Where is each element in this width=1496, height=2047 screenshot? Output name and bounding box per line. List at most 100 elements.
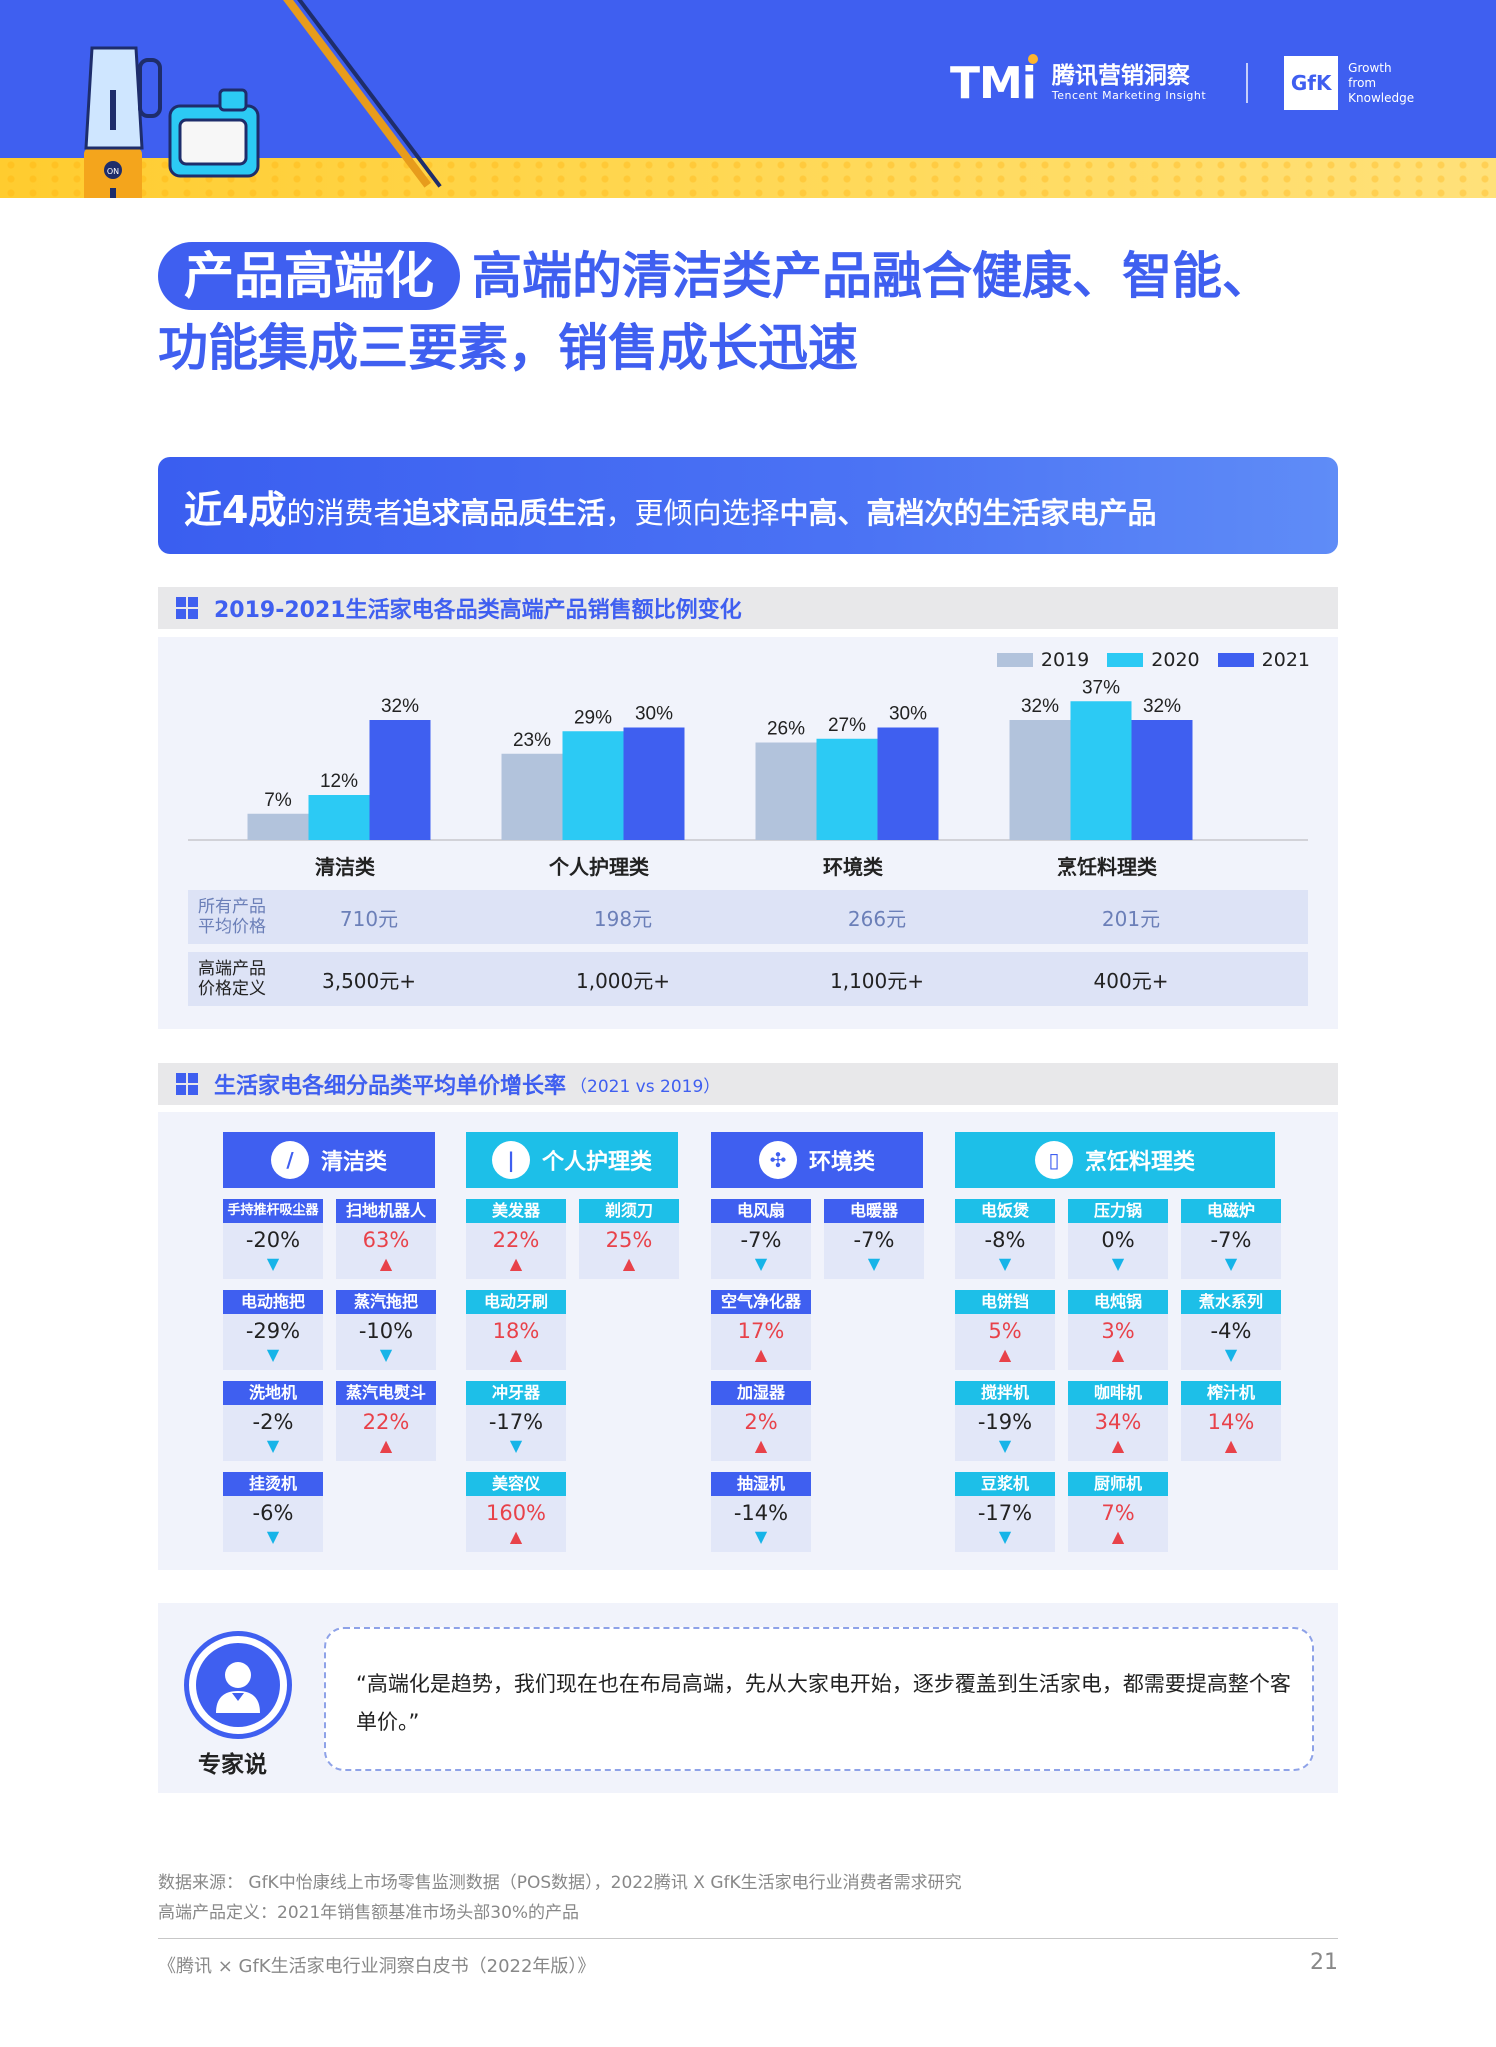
bar-chart: 7% 12% 32% 清洁类 23% 29% 30% 个人护理类 26% 27% 30% 环境类 32%… bbox=[188, 677, 1308, 879]
section-title-2: 生活家电各细分品类平均单价增长率 bbox=[214, 1074, 567, 1099]
growth-value: 7% bbox=[1101, 1501, 1135, 1525]
bar-data-label: 12% bbox=[320, 771, 358, 792]
section-title-1: 2019-2021生活家电各品类高端产品销售额比例变化 bbox=[214, 598, 742, 623]
bar-2020 bbox=[1070, 701, 1132, 840]
subcategory-cell: 咖啡机 34% ▲ bbox=[1068, 1381, 1168, 1461]
category-label: 清洁类 bbox=[315, 855, 375, 879]
section-header-2: 生活家电各细分品类平均单价增长率 （2021 vs 2019） bbox=[158, 1063, 1338, 1105]
subcategory-cell: 煮水系列 -4% ▼ bbox=[1181, 1290, 1281, 1370]
subcategory-name: 厨师机 bbox=[1068, 1472, 1168, 1496]
bar-2021 bbox=[1131, 720, 1193, 840]
subcategory-cell: 洗地机 -2% ▼ bbox=[223, 1381, 323, 1461]
bar-2020 bbox=[562, 731, 624, 840]
tmi-logo: TMi bbox=[950, 57, 1037, 109]
title-pill: 产品高端化 bbox=[158, 242, 460, 310]
grid-icon bbox=[176, 597, 198, 619]
appliance-illustration-icon: ON bbox=[84, 46, 260, 198]
bar-data-label: 37% bbox=[1082, 677, 1120, 698]
bar-data-label: 26% bbox=[767, 719, 805, 740]
arrow-up-icon: ▲ bbox=[1111, 1527, 1125, 1546]
subcategory-name: 扫地机器人 bbox=[336, 1199, 436, 1223]
subcategory-name: 挂烫机 bbox=[223, 1472, 323, 1496]
highlight-big: 近4成 bbox=[184, 488, 287, 532]
subcategory-cell: 加湿器 2% ▲ bbox=[711, 1381, 811, 1461]
subcategory-name: 抽湿机 bbox=[711, 1472, 811, 1496]
footer-divider bbox=[158, 1938, 1338, 1939]
arrow-down-icon: ▼ bbox=[867, 1254, 881, 1273]
growth-value: -6% bbox=[252, 1501, 294, 1525]
subcategory-cell: 压力锅 0% ▼ bbox=[1068, 1199, 1168, 1279]
growth-value: 22% bbox=[362, 1410, 410, 1434]
growth-value: -7% bbox=[1210, 1228, 1252, 1252]
growth-value: -10% bbox=[358, 1319, 414, 1343]
price-row-high-label: 高端产品 价格定义 bbox=[188, 959, 318, 999]
subcategory-cell: 电磁炉 -7% ▼ bbox=[1181, 1199, 1281, 1279]
expert-panel: 专家说 “高端化是趋势，我们现在也在布局高端，先从大家电开始，逐步覆盖到生活家电… bbox=[158, 1603, 1338, 1793]
legend-swatch-2021 bbox=[1217, 653, 1254, 667]
arrow-down-icon: ▼ bbox=[509, 1436, 523, 1455]
arrow-down-icon: ▼ bbox=[1111, 1254, 1125, 1273]
growth-value: -7% bbox=[853, 1228, 895, 1252]
subcategory-name: 压力锅 bbox=[1068, 1199, 1168, 1223]
expert-avatar bbox=[184, 1631, 292, 1739]
growth-value: 63% bbox=[362, 1228, 410, 1252]
bar-2019 bbox=[1009, 720, 1071, 840]
bar-2021 bbox=[369, 720, 431, 840]
footer-doc-title: 《腾讯 × GfK生活家电行业洞察白皮书（2022年版）》 bbox=[158, 1956, 596, 1977]
chart-panel: 2019 2020 2021 7% 12% 32% 清洁类 23% 29% 30% 个人护理类… bbox=[158, 637, 1338, 1029]
bar-data-label: 29% bbox=[574, 707, 612, 728]
price-avg-cell: 710元 bbox=[339, 906, 399, 931]
growth-value: -29% bbox=[245, 1319, 301, 1343]
price-row-avg: 所有产品 平均价格 710元 198元 266元 201元 bbox=[188, 890, 1308, 944]
subcategory-name: 蒸汽电熨斗 bbox=[336, 1381, 436, 1405]
group-header: ✣ 环境类 bbox=[711, 1132, 923, 1188]
highlight-banner: 近4成的消费者追求高品质生活，更倾向选择中高、高档次的生活家电产品 bbox=[158, 457, 1338, 554]
subcategory-cell: 扫地机器人 63% ▲ bbox=[336, 1199, 436, 1279]
arrow-up-icon: ▲ bbox=[379, 1254, 393, 1273]
growth-value: -19% bbox=[977, 1410, 1033, 1434]
growth-value: 18% bbox=[492, 1319, 540, 1343]
arrow-down-icon: ▼ bbox=[998, 1527, 1012, 1546]
group-header: / 清洁类 bbox=[223, 1132, 435, 1188]
growth-value: 160% bbox=[485, 1501, 547, 1525]
growth-value: -20% bbox=[245, 1228, 301, 1252]
arrow-up-icon: ▲ bbox=[998, 1345, 1012, 1364]
arrow-up-icon: ▲ bbox=[754, 1436, 768, 1455]
growth-value: -8% bbox=[984, 1228, 1026, 1252]
page-title: 产品高端化 高端的清洁类产品融合健康、智能、 功能集成三要素，销售成长迅速 bbox=[158, 240, 1398, 384]
subcategory-cell: 蒸汽拖把 -10% ▼ bbox=[336, 1290, 436, 1370]
legend-label-2020: 2020 bbox=[1151, 649, 1200, 671]
expert-quote: “高端化是趋势，我们现在也在布局高端，先从大家电开始，逐步覆盖到生活家电，都需要… bbox=[356, 1672, 1291, 1734]
subcategory-name: 豆浆机 bbox=[955, 1472, 1055, 1496]
page-number: 21 bbox=[1310, 1950, 1338, 1975]
highlight-t1: 的消费者 bbox=[286, 496, 403, 530]
bar-data-label: 30% bbox=[635, 704, 673, 725]
growth-value: 3% bbox=[1101, 1319, 1135, 1343]
subcategory-name: 冲牙器 bbox=[466, 1381, 566, 1405]
bar-2019 bbox=[501, 753, 563, 840]
subcategory-name: 美发器 bbox=[466, 1199, 566, 1223]
price-row-avg-label-1: 所有产品 bbox=[198, 897, 266, 917]
subcategory-cell: 电饭煲 -8% ▼ bbox=[955, 1199, 1055, 1279]
bar-data-label: 32% bbox=[1143, 696, 1181, 717]
subcategory-name: 蒸汽拖把 bbox=[336, 1290, 436, 1314]
tmi-en-name: Tencent Marketing Insight bbox=[1051, 89, 1207, 102]
group-name: 烹饪料理类 bbox=[1084, 1150, 1195, 1175]
group-name: 个人护理类 bbox=[541, 1150, 652, 1175]
bar-2021 bbox=[877, 727, 939, 840]
growth-value: -2% bbox=[252, 1410, 294, 1434]
subcategory-cell: 电动拖把 -29% ▼ bbox=[223, 1290, 323, 1370]
group-name: 清洁类 bbox=[320, 1150, 387, 1175]
bar-data-label: 27% bbox=[828, 715, 866, 736]
highlight-text: 近4成的消费者追求高品质生活，更倾向选择中高、高档次的生活家电产品 bbox=[184, 479, 1157, 534]
subcategory-cell: 榨汁机 14% ▲ bbox=[1181, 1381, 1281, 1461]
subcategory-panel: / 清洁类 手持推杆吸尘器 -20% ▼ 电动拖把 -29% ▼ 洗地机 -2% ▼ 挂烫机 -6% ▼ 扫… bbox=[158, 1112, 1338, 1570]
bar-data-label: 23% bbox=[513, 730, 551, 751]
price-row-avg-label-2: 平均价格 bbox=[198, 917, 266, 937]
subcategory-cell: 厨师机 7% ▲ bbox=[1068, 1472, 1168, 1552]
subcategory-cell: 空气净化器 17% ▲ bbox=[711, 1290, 811, 1370]
bar-data-label: 32% bbox=[381, 696, 419, 717]
person-icon bbox=[196, 1643, 280, 1727]
subcategory-cell: 抽湿机 -14% ▼ bbox=[711, 1472, 811, 1552]
arrow-up-icon: ▲ bbox=[379, 1436, 393, 1455]
